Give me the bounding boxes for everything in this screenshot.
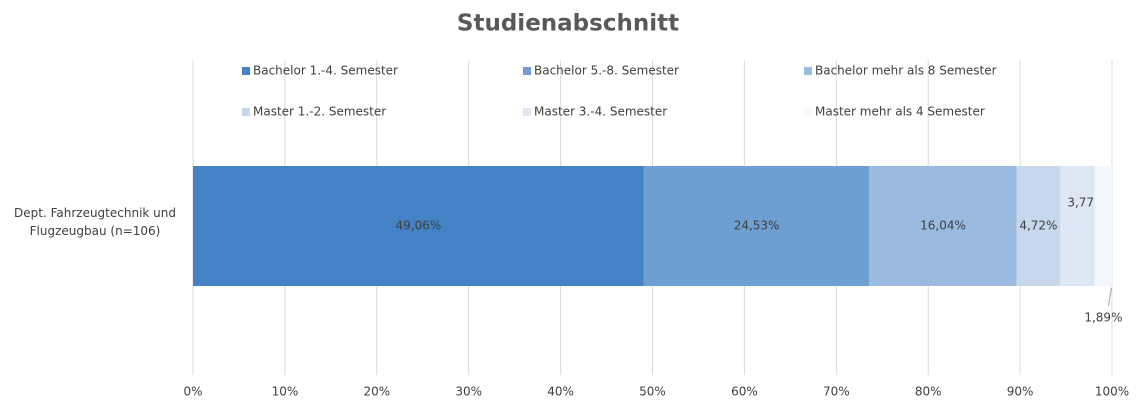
legend-label: Bachelor 1.-4. Semester [253,64,398,78]
data-label: 24,53% [734,219,780,233]
legend-label: Master 1.-2. Semester [253,105,386,119]
legend-marker [523,67,531,75]
bar-segment [1016,166,1061,286]
x-tick-label: 70% [823,385,850,399]
legend-marker [523,108,531,116]
category-label: Dept. Fahrzeugtechnik und Flugzeugbau (n… [14,206,176,238]
legend-marker [242,108,250,116]
x-tick-label: 20% [363,385,390,399]
bar-segment [193,166,644,286]
x-tick-label: 30% [455,385,482,399]
data-label: 16,04% [920,219,966,233]
data-label: 1,89% [1084,311,1122,325]
legend-label: Bachelor mehr als 8 Semester [815,64,997,78]
bar-segment [869,166,1017,286]
bar-segment [1060,166,1095,286]
leader-line [1107,287,1112,307]
x-tick-label: 90% [1007,385,1034,399]
x-tick-label: 100% [1095,385,1129,399]
x-tick-label: 50% [639,385,666,399]
x-tick-label: 80% [915,385,942,399]
legend-marker [804,67,812,75]
legend-label: Master mehr als 4 Semester [815,105,985,119]
x-tick-label: 60% [731,385,758,399]
legend-marker [804,108,812,116]
legend-marker [242,67,250,75]
legend-label: Bachelor 5.-8. Semester [534,64,679,78]
chart-title: Studienabschnitt [457,11,679,37]
x-tick-label: 10% [272,385,299,399]
x-tick-label: 40% [547,385,574,399]
bar-segment [643,166,870,286]
data-label: 49,06% [396,219,442,233]
x-tick-label: 0% [183,385,202,399]
data-label: 4,72% [1019,219,1057,233]
bar-segment [1094,166,1113,286]
legend-label: Master 3.-4. Semester [534,105,667,119]
